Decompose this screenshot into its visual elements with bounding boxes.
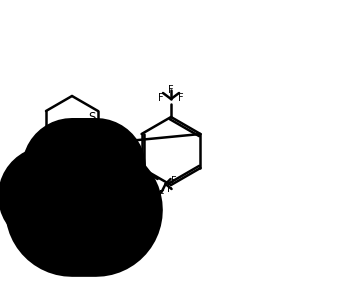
Text: F: F xyxy=(158,93,164,103)
Text: N: N xyxy=(68,176,76,188)
Text: H: H xyxy=(117,141,125,151)
Text: N: N xyxy=(117,131,125,143)
Text: F: F xyxy=(167,184,173,194)
Polygon shape xyxy=(68,156,76,169)
Text: N: N xyxy=(71,131,79,143)
Text: F: F xyxy=(159,190,164,200)
Text: F: F xyxy=(171,176,176,186)
Text: F: F xyxy=(178,93,184,103)
Text: H: H xyxy=(71,141,79,151)
Text: S: S xyxy=(88,111,96,123)
Text: F: F xyxy=(168,85,174,95)
